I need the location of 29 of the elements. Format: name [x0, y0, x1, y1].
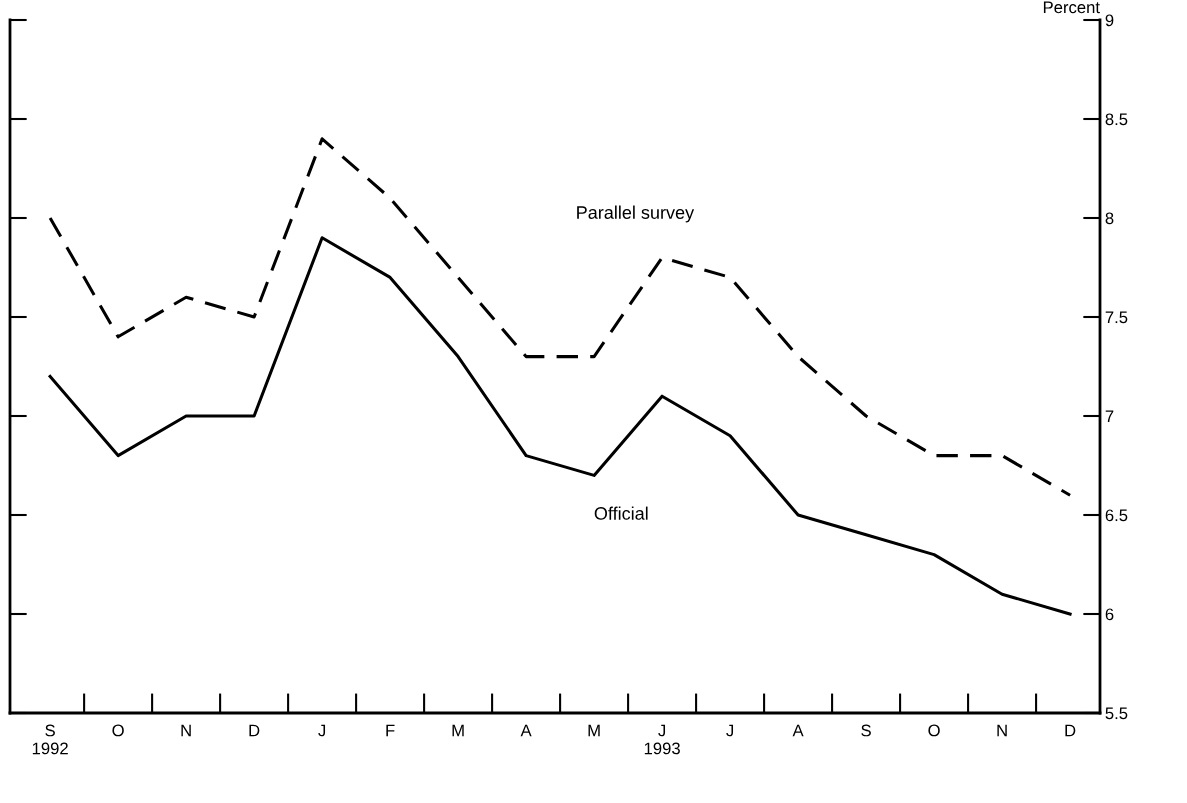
x-tick-label: A [792, 724, 804, 737]
x-tick-label: F [386, 724, 395, 737]
y-tick-label: 5.5 [1105, 707, 1128, 720]
x-tick-label: D [1065, 724, 1076, 737]
x-tick-label: N [997, 724, 1007, 737]
x-tick-label: A [520, 724, 532, 737]
y-tick-label: 9 [1105, 14, 1114, 27]
x-tick-label: S 1992 [32, 724, 68, 755]
x-tick-label: M [588, 724, 600, 737]
text: Parallel survey [577, 205, 695, 223]
line-series [48, 236, 1072, 616]
y-tick-label: 6 [1105, 608, 1114, 621]
y-tick-label: 8 [1105, 212, 1114, 225]
line-series [48, 137, 1072, 497]
y-tick-label: 8.5 [1105, 113, 1128, 126]
x-tick-label: J 1993 [644, 724, 680, 755]
x-tick-label: S [861, 724, 871, 737]
x-tick-label: O [112, 724, 124, 737]
x-tick-label: D [249, 724, 260, 737]
series-label: Official [594, 506, 648, 520]
y-tick-label: 7 [1105, 410, 1114, 423]
x-tick-label: J [726, 724, 734, 737]
x-tick-label: O [928, 724, 940, 737]
y-axis-title: Percent [1043, 1, 1100, 14]
x-tick-label: N [181, 724, 191, 737]
y-tick-label: 6.5 [1105, 509, 1128, 522]
x-tick-label: J [318, 724, 326, 737]
x-tick-label: M [452, 724, 464, 737]
y-tick-label: 7.5 [1105, 311, 1128, 324]
